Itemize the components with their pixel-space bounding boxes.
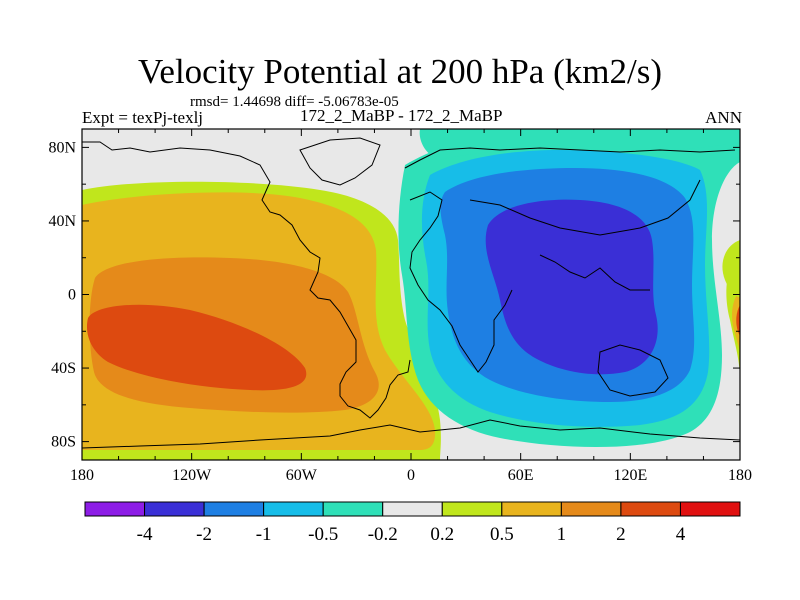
coast-australia xyxy=(597,344,669,397)
contour-minus2 xyxy=(485,199,658,375)
colorbar-swatch xyxy=(203,501,265,517)
x-tick-label: 60E xyxy=(508,467,534,484)
x-tick-label: 0 xyxy=(407,467,415,484)
colorbar-label: 2 xyxy=(616,524,626,545)
y-axis: 80N 40N 0 40S 80S xyxy=(48,139,740,451)
colorbar-swatch xyxy=(501,501,562,517)
y-tick-label: 40S xyxy=(51,360,76,377)
y-tick-label: 80S xyxy=(51,434,76,451)
contour-arctic-cyan xyxy=(419,129,740,160)
colorbar: -4 -2 -1 -0.5 -0.2 0.2 0.5 1 2 4 xyxy=(84,501,741,545)
coast-americas xyxy=(82,141,411,419)
coast-greenland xyxy=(299,137,381,186)
coast-india-sea xyxy=(539,254,650,291)
coastlines xyxy=(82,137,740,449)
x-axis: 180 120W 60W 0 60E 120E 180 xyxy=(70,129,752,484)
x-tick-label: 180 xyxy=(70,467,94,484)
runs-label: 172_2_MaBP - 172_2_MaBP xyxy=(300,106,503,125)
colorbar-label: 4 xyxy=(676,524,686,545)
coast-antarctica xyxy=(82,419,740,449)
colorbar-label: 0.5 xyxy=(490,524,514,545)
coast-europe-africa xyxy=(409,191,513,373)
contour-2-east-edge xyxy=(736,305,740,336)
colorbar-swatch xyxy=(263,501,324,517)
contour-1-east-edge xyxy=(732,290,740,355)
contour-east-edge-lime xyxy=(722,240,740,298)
contour-fill xyxy=(82,129,740,460)
colorbar-label: -0.5 xyxy=(308,524,338,545)
colorbar-label: 0.2 xyxy=(430,524,454,545)
x-tick-label: 180 xyxy=(728,467,752,484)
colorbar-swatch xyxy=(322,501,384,517)
colorbar-swatch xyxy=(620,501,681,517)
y-tick-label: 80N xyxy=(48,139,76,156)
x-tick-label: 120W xyxy=(172,467,212,484)
colorbar-label: -2 xyxy=(196,524,212,545)
contour-2-west xyxy=(86,304,307,391)
experiment-label: Expt = texPj-texlj xyxy=(82,108,204,127)
y-tick-label: 40N xyxy=(48,213,76,230)
x-tick-label: 120E xyxy=(613,467,647,484)
colorbar-label: -4 xyxy=(137,524,153,545)
colorbar-label: -1 xyxy=(256,524,272,545)
season-label: ANN xyxy=(705,108,742,127)
coast-eurasia-west xyxy=(404,147,736,169)
colorbar-swatch xyxy=(144,501,205,517)
contour-polar xyxy=(82,129,420,182)
stats-line: rmsd= 1.44698 diff= -5.06783e-05 xyxy=(190,94,399,110)
chart-title: Velocity Potential at 200 hPa (km2/s) xyxy=(138,52,662,91)
colorbar-swatch xyxy=(679,501,741,517)
colorbar-swatch xyxy=(84,501,146,517)
x-tick-label: 60W xyxy=(286,467,318,484)
y-tick-label: 0 xyxy=(68,287,76,304)
coast-asia xyxy=(469,179,701,236)
colorbar-swatch xyxy=(382,501,443,517)
colorbar-label: -0.2 xyxy=(368,524,398,545)
colorbar-swatch xyxy=(441,501,503,517)
colorbar-label: 1 xyxy=(557,524,567,545)
colorbar-swatch xyxy=(560,501,622,517)
contour-east-edge-grey xyxy=(719,162,740,258)
